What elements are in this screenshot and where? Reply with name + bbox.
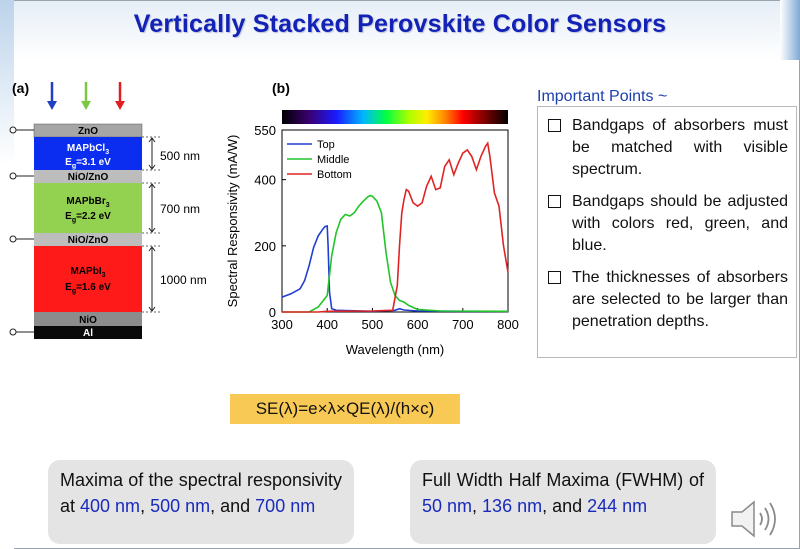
- point-text: Bandgaps should be adjusted with colors …: [572, 193, 788, 254]
- mapbcl3-label: MAPbCl3: [67, 143, 109, 156]
- x-tick-label: 800: [497, 317, 519, 332]
- panel-a-label: (a): [12, 80, 30, 96]
- slide-decoration-right: [780, 0, 800, 60]
- y-tick-label: 200: [254, 239, 276, 254]
- x-tick-label: 500: [362, 317, 384, 332]
- device-stack-diagram: ZnO MAPbCl3 Eg=3.1 eV NiO/ZnO MAPbBr3 Eg…: [9, 82, 207, 339]
- mapbi3-label: MAPbI3: [70, 266, 105, 279]
- nio-label: NiO: [79, 315, 97, 326]
- thickness-arrows: [148, 137, 156, 312]
- eg1-label: Eg=3.1 eV: [65, 157, 111, 170]
- point-item: The thicknesses of absorbers are selecte…: [548, 267, 788, 333]
- panel-b-label: (b): [272, 80, 290, 96]
- series-line-bottom: [282, 141, 509, 313]
- mapbbr3-label: MAPbBr3: [66, 196, 109, 209]
- fwhm-note: Full Width Half Maxima (FWHM) of 50 nm, …: [410, 460, 716, 544]
- zno-label: ZnO: [78, 126, 98, 137]
- x-tick-label: 300: [271, 317, 293, 332]
- electrode-contacts: [9, 126, 34, 336]
- nio-zno-layer-1: [34, 170, 142, 183]
- point-item: Bandgaps of absorbers must be matched wi…: [548, 115, 788, 181]
- thickness-middle-label: 700 nm: [160, 202, 200, 216]
- x-axis-label: Wavelength (nm): [346, 342, 445, 357]
- eg2-label: Eg=2.2 eV: [65, 211, 111, 224]
- spectral-responsivity-chart: 300 400 500 600 700 800 0 200 400 550 Top Middle Bo…: [225, 110, 519, 357]
- mapbcl3-layer: [34, 137, 142, 170]
- al-layer: [34, 326, 142, 339]
- x-tick-label: 700: [452, 317, 474, 332]
- nio-zno-label-1: NiO/ZnO: [68, 172, 109, 183]
- maxima-text: Maxima of the spectral responsivity at 4…: [60, 470, 342, 516]
- y-axis-label: Spectral Responsivity (mA/W): [225, 135, 240, 308]
- plot-area: [281, 129, 509, 313]
- thickness-top-label: 500 nm: [160, 149, 200, 163]
- speaker-icon[interactable]: [728, 496, 784, 542]
- al-label: Al: [83, 328, 93, 339]
- thickness-bottom-label: 1000 nm: [160, 273, 207, 287]
- mapbi3-layer: [34, 246, 142, 312]
- incident-light-arrows: [47, 82, 125, 110]
- slide-decoration-left: [0, 0, 14, 549]
- slide-title: Vertically Stacked Perovskite Color Sens…: [133, 10, 667, 38]
- point-item: Bandgaps should be adjusted with colors …: [548, 191, 788, 257]
- important-points-box: Bandgaps of absorbers must be matched wi…: [537, 106, 797, 358]
- mapbbr3-layer: [34, 183, 142, 233]
- x-tick-label: 600: [407, 317, 429, 332]
- thickness-guides: [142, 136, 160, 313]
- x-tick-label: 400: [316, 317, 338, 332]
- important-points-heading: Important Points ~: [537, 88, 668, 105]
- y-tick-label: 550: [254, 123, 276, 138]
- point-text: Bandgaps of absorbers must be matched wi…: [572, 117, 788, 178]
- visible-spectrum-bar: [282, 110, 508, 124]
- nio-layer: [34, 312, 142, 326]
- nio-zno-layer-2: [34, 233, 142, 246]
- legend-label: Bottom: [317, 169, 352, 181]
- checkbox-icon: [548, 195, 561, 208]
- blue-arrow-head: [47, 101, 57, 110]
- point-text: The thicknesses of absorbers are selecte…: [572, 269, 788, 330]
- series-line-middle: [282, 194, 509, 313]
- maxima-note: Maxima of the spectral responsivity at 4…: [48, 460, 354, 544]
- legend-label: Top: [317, 139, 335, 151]
- legend-label: Middle: [317, 154, 349, 166]
- green-arrow-head: [81, 101, 91, 110]
- formula-box: SE(λ)=e×λ×QE(λ)/(h×c): [230, 394, 460, 424]
- series-line-top: [281, 224, 508, 313]
- fwhm-text: Full Width Half Maxima (FWHM) of 50 nm, …: [422, 470, 704, 516]
- y-tick-label: 0: [269, 305, 276, 320]
- eg3-label: Eg=1.6 eV: [65, 282, 111, 295]
- red-arrow-head: [115, 101, 125, 110]
- y-tick-label: 400: [254, 173, 276, 188]
- checkbox-icon: [548, 271, 561, 284]
- nio-zno-label-2: NiO/ZnO: [68, 235, 109, 246]
- checkbox-icon: [548, 119, 561, 132]
